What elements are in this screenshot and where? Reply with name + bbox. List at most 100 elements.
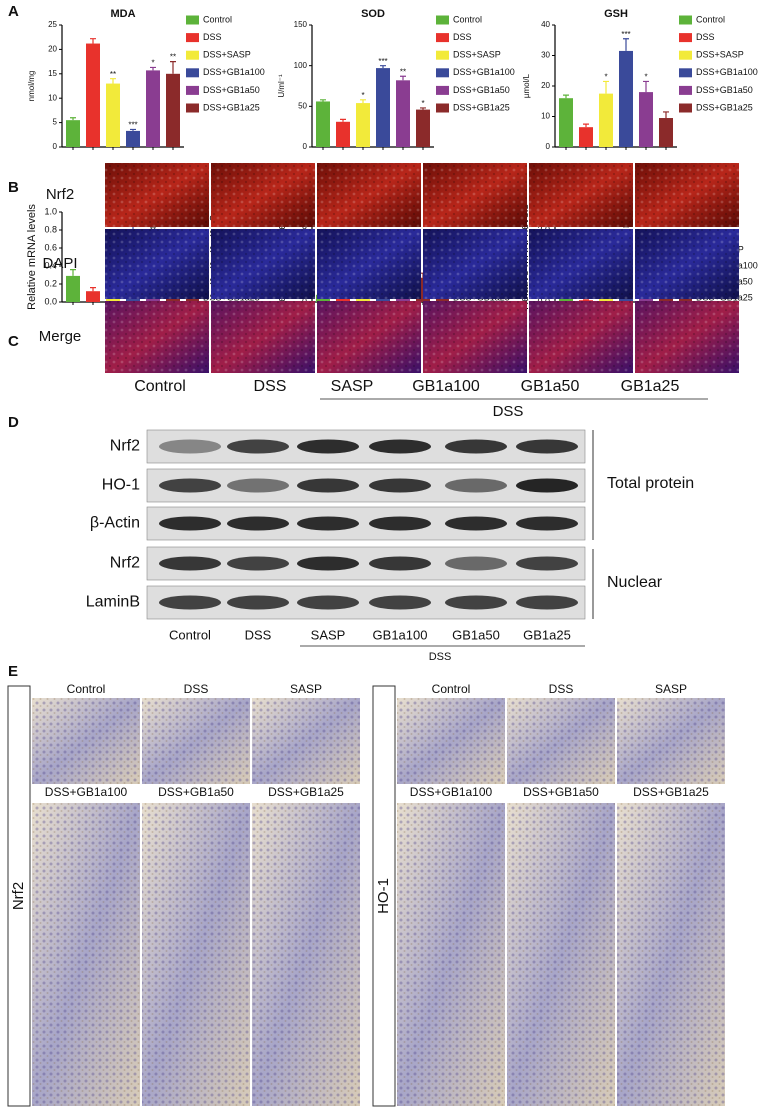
micrograph-texture [635,163,739,227]
ihc-texture [142,698,250,784]
bar [376,68,390,147]
y-axis-label: nmol/mg [27,71,36,102]
blot-band [297,595,359,610]
blot-band [227,478,289,493]
legend-swatch [186,85,199,95]
blot-band [227,516,289,531]
legend-label: DSS+GB1a50 [203,85,260,95]
bar [579,127,593,147]
blot-band [297,478,359,493]
blot-band [227,595,289,610]
significance: * [604,73,607,82]
blot-band [227,556,289,571]
legend-label: DSS+GB1a50 [696,85,753,95]
legend-label: DSS [453,32,472,42]
column-label: GB1a100 [412,378,480,395]
row-label: DAPI [42,255,77,272]
legend-swatch [679,103,692,113]
error-bar [70,117,76,121]
error-bar [340,118,346,122]
row-label: Nrf2 [46,186,74,203]
legend-label: DSS+GB1a25 [696,102,753,112]
ihc-texture [32,698,140,784]
y-tick-label: 10 [541,112,550,121]
legend-swatch [679,15,692,25]
significance: * [151,59,154,68]
column-label: Control [169,627,211,642]
panel-label: A [8,3,19,20]
micrograph-texture [635,229,739,299]
panel-label: B [8,179,19,196]
bar [619,50,633,147]
column-label: SASP [331,378,374,395]
block-label: HO-1 [375,878,392,914]
error-bar [400,75,406,81]
y-tick-label: 50 [298,101,307,110]
error-bar [70,269,76,276]
legend-label: DSS+GB1a100 [453,67,515,77]
blot-band [516,478,578,493]
panel-label: E [8,663,18,680]
micrograph-texture [105,229,209,299]
bar [599,93,613,147]
error-bar [663,111,669,119]
micrograph-texture [105,163,209,227]
legend-swatch [436,85,449,95]
section-label: Total protein [607,475,694,492]
legend-swatch [436,33,449,43]
image-label: DSS+GB1a100 [410,785,493,799]
micrograph-texture [317,229,421,299]
legend-label: DSS+SASP [453,50,501,60]
blot-band [516,439,578,454]
legend-label: DSS+GB1a100 [696,67,758,77]
legend-swatch [679,68,692,78]
y-tick-label: 25 [48,20,57,29]
column-label: SASP [311,627,346,642]
legend-label: DSS+SASP [203,50,251,60]
micrograph-texture [423,229,527,299]
bar [106,83,120,147]
error-bar [643,80,649,93]
bar [559,98,573,147]
y-tick-label: 15 [48,69,57,78]
legend-swatch [679,33,692,43]
legend-swatch [186,68,199,78]
label-box [7,685,31,1107]
blot-band [369,439,431,454]
legend-label: DSS+SASP [696,50,744,60]
blot-strip [146,429,586,464]
ihc-texture [397,803,505,1106]
y-tick-label: 5 [53,118,58,127]
section-label: Nuclear [607,574,663,591]
legend-swatch [186,103,199,113]
blot-band [369,478,431,493]
image-label: SASP [655,682,687,696]
label-box [372,685,396,1107]
ihc-texture [397,698,505,784]
legend-label: DSS+GB1a25 [203,102,260,112]
micrograph-texture [423,301,527,373]
blot-band [445,556,507,571]
y-tick-label: 150 [294,20,308,29]
micrograph-texture [529,301,633,373]
error-bar [563,94,569,99]
y-tick-label: 40 [541,20,550,29]
blot-band [159,595,221,610]
blot-band [369,516,431,531]
y-tick-label: 0.6 [44,242,57,252]
chart-title: GSH [604,8,628,20]
error-bar [170,61,176,74]
image-label: DSS+GB1a50 [158,785,234,799]
legend-swatch [436,103,449,113]
y-tick-label: 30 [541,51,550,60]
significance: * [421,99,424,108]
significance: ** [623,224,629,233]
ihc-texture [142,803,250,1106]
micrograph-texture [105,301,209,373]
error-bar [360,99,366,104]
legend-swatch [436,50,449,60]
panel-label: D [8,414,19,431]
error-bar [150,66,156,71]
panel-label: C [8,333,19,350]
blot-band [159,516,221,531]
